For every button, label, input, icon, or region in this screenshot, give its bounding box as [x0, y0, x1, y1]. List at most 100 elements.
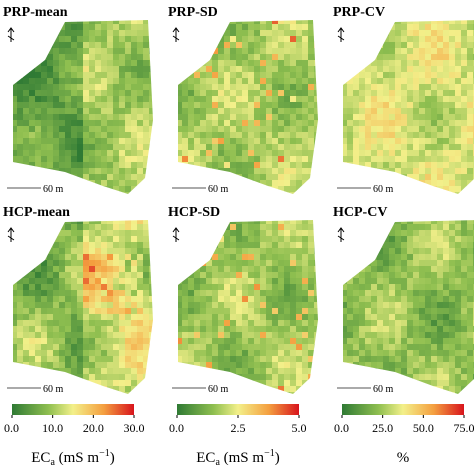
map-cell [17, 24, 24, 31]
map-cell [425, 162, 432, 169]
map-cell [194, 102, 201, 109]
map-cell [407, 84, 414, 91]
map-cell [212, 156, 219, 163]
map-cell [212, 102, 219, 109]
map-cell [365, 192, 372, 194]
map-cell [343, 192, 348, 194]
map-cell [131, 174, 138, 181]
map-cell [230, 96, 237, 103]
map-cell [89, 284, 96, 291]
map-cell [413, 168, 420, 175]
map-cell [17, 144, 24, 151]
map-cell [455, 102, 462, 109]
map-cell [377, 338, 384, 345]
map-cell [377, 42, 384, 49]
map-cell [224, 120, 231, 127]
map-cell [200, 78, 207, 85]
map-cell [113, 78, 120, 85]
map-cell [178, 320, 183, 327]
map-cell [71, 356, 78, 363]
map-cell [302, 162, 309, 169]
map-cell [254, 102, 261, 109]
map-cell [431, 290, 438, 297]
map-cell [377, 162, 384, 169]
map-cell [35, 362, 42, 369]
map-cell [101, 254, 108, 261]
map-cell [143, 308, 150, 315]
map-cell [35, 272, 42, 279]
map-cell [23, 380, 30, 387]
map-cell [343, 314, 348, 321]
map-cell [290, 84, 297, 91]
map-cell [143, 84, 150, 91]
map-cell [314, 260, 318, 267]
map-cell [290, 272, 297, 279]
map-cell [377, 374, 384, 381]
map-cell [236, 156, 243, 163]
map-cell [137, 42, 144, 49]
map-cell [302, 236, 309, 243]
map-cell [413, 302, 420, 309]
map-cell [359, 84, 366, 91]
map-cell [449, 150, 456, 157]
map-cell [59, 350, 66, 357]
map-cell [260, 186, 267, 193]
map-cell [178, 42, 183, 49]
map-cell [419, 326, 426, 333]
map-cell [65, 332, 72, 339]
map-cell [53, 278, 60, 285]
map-cell [182, 236, 189, 243]
map-cell [143, 42, 150, 49]
map-cell [395, 260, 402, 267]
map-cell [236, 254, 243, 261]
map-cell [242, 168, 249, 175]
map-cell [266, 84, 273, 91]
map-cell [242, 236, 249, 243]
map-cell [314, 236, 318, 243]
map-cell [302, 180, 309, 187]
map-cell [449, 314, 456, 321]
map-cell [425, 308, 432, 315]
map-cell [29, 272, 36, 279]
map-cell [200, 290, 207, 297]
map-cell [419, 368, 426, 375]
map-cell [353, 150, 360, 157]
map-cell [230, 290, 237, 297]
map-cell [17, 392, 24, 394]
map-cell [314, 168, 318, 175]
map-cell [290, 186, 297, 193]
map-cell [125, 66, 132, 73]
map-cell [359, 380, 366, 387]
map-cell [218, 168, 225, 175]
map-cell [302, 220, 309, 225]
map-cell [266, 284, 273, 291]
map-cell [194, 338, 201, 345]
map-cell [101, 374, 108, 381]
map-cell [71, 78, 78, 85]
map-cell [278, 220, 285, 225]
map-cell [260, 48, 267, 55]
map-cell [71, 374, 78, 381]
map-cell [248, 24, 255, 31]
map-cell [178, 392, 183, 394]
map-cell [212, 174, 219, 181]
map-cell [35, 96, 42, 103]
map-cell [65, 168, 72, 175]
map-cell [296, 362, 303, 369]
map-cell [131, 114, 138, 121]
map-cell [353, 108, 360, 115]
map-cell [467, 42, 474, 49]
map-cell [419, 174, 426, 181]
map-cell [407, 66, 414, 73]
map-cell [143, 108, 150, 115]
map-cell [443, 144, 450, 151]
map-cell [29, 248, 36, 255]
map-cell [131, 168, 138, 175]
map-cell [353, 320, 360, 327]
map-cell [131, 302, 138, 309]
map-cell [101, 30, 108, 37]
map-cell [182, 96, 189, 103]
map-cell [266, 356, 273, 363]
map-cell [359, 272, 366, 279]
map-cell [383, 236, 390, 243]
